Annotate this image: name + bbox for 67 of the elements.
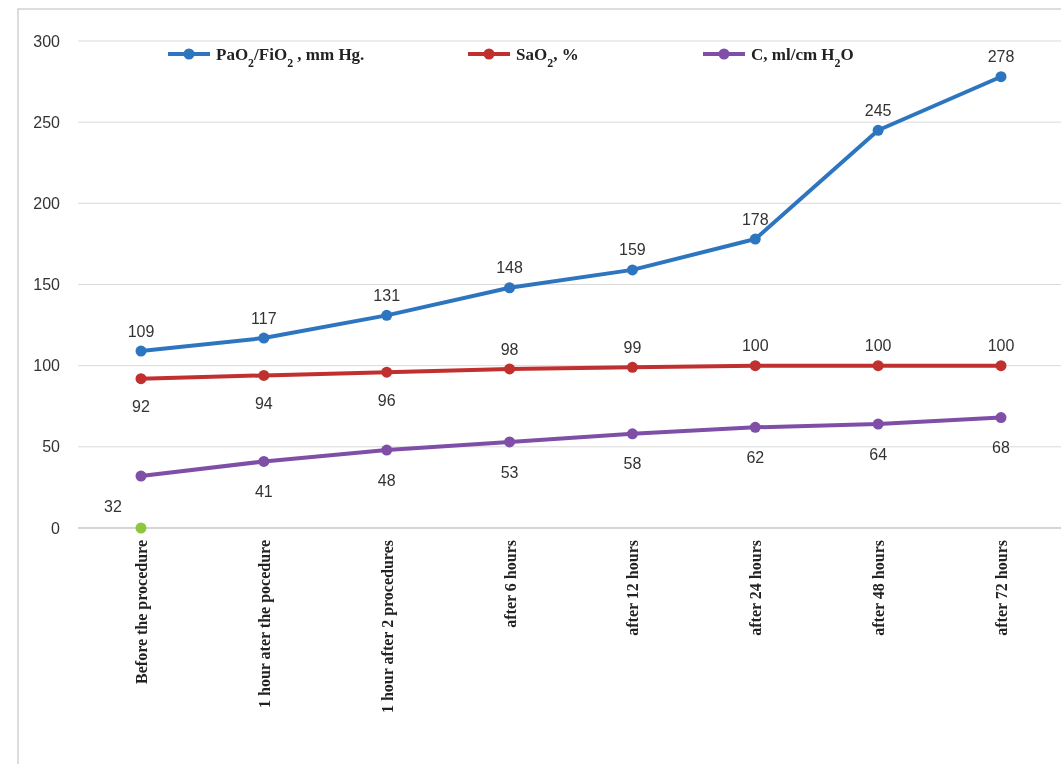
point xyxy=(135,470,147,482)
point xyxy=(258,455,270,467)
data-label: 92 xyxy=(132,398,150,416)
legend-label: PaO$_{2}$/FiO$_{2}$ , mm Hg. xyxy=(216,44,365,70)
data-label: 94 xyxy=(254,395,273,413)
data-label: 178 xyxy=(741,210,769,228)
y-tick-label: 300 xyxy=(33,32,61,50)
data-label: 109 xyxy=(127,322,155,340)
point xyxy=(258,369,270,381)
data-label: 32 xyxy=(104,497,122,515)
y-tick-label: 50 xyxy=(42,438,61,456)
data-label: 53 xyxy=(500,463,519,481)
y-tick-label: 200 xyxy=(33,194,61,212)
data-label: 117 xyxy=(251,309,277,327)
x-tick-label: after 6 hours xyxy=(501,540,519,628)
point xyxy=(381,444,393,456)
point xyxy=(135,373,147,385)
point xyxy=(381,366,393,378)
x-tick-label: 1 hour after 2 procedures xyxy=(378,540,397,714)
data-label: 100 xyxy=(864,337,892,355)
data-label: 98 xyxy=(500,340,519,358)
data-label: 62 xyxy=(746,448,765,466)
point xyxy=(381,309,393,321)
point xyxy=(504,282,516,294)
point xyxy=(504,363,516,375)
point xyxy=(626,428,638,440)
point xyxy=(504,436,516,448)
x-tick-label: after 72 hours xyxy=(993,540,1010,636)
x-tick-label: Before the procedure xyxy=(133,540,151,684)
x-tick-label: after 24 hours xyxy=(747,540,765,636)
point xyxy=(995,71,1007,83)
data-label: 99 xyxy=(623,338,642,356)
data-label: 96 xyxy=(377,391,396,409)
point xyxy=(995,360,1007,372)
x-tick-label: after 48 hours xyxy=(870,540,888,636)
point xyxy=(749,233,761,245)
y-tick-label: 150 xyxy=(33,276,61,294)
data-label: 100 xyxy=(987,337,1015,355)
data-label: 278 xyxy=(987,48,1015,66)
x-tick-label: 1 hour ater the pocedure xyxy=(255,540,274,708)
y-tick-label: 100 xyxy=(33,357,61,375)
legend-label: C, ml/cm H$_{2}$O xyxy=(751,44,854,70)
data-label: 159 xyxy=(619,241,646,259)
point xyxy=(872,418,884,430)
legend-label: SaO$_{2}$, % xyxy=(516,44,579,70)
point xyxy=(995,412,1007,424)
y-tick-label: 250 xyxy=(33,113,61,131)
point xyxy=(872,124,884,136)
data-label: 48 xyxy=(377,471,396,489)
data-label: 131 xyxy=(373,286,401,304)
data-label: 245 xyxy=(864,101,892,119)
data-label: 41 xyxy=(254,483,273,501)
point xyxy=(749,421,761,433)
data-label: 58 xyxy=(623,455,642,473)
x-tick-label: after 12 hours xyxy=(624,540,642,636)
data-label: 100 xyxy=(741,337,769,355)
point xyxy=(258,332,270,344)
data-label: 148 xyxy=(496,259,524,277)
data-label: 68 xyxy=(992,439,1010,457)
y-tick-label: 0 xyxy=(51,519,61,537)
point xyxy=(135,522,147,534)
point xyxy=(135,345,147,357)
point xyxy=(626,361,638,373)
data-label: 64 xyxy=(869,445,888,463)
point xyxy=(872,360,884,372)
point xyxy=(749,360,761,372)
point xyxy=(626,264,638,276)
